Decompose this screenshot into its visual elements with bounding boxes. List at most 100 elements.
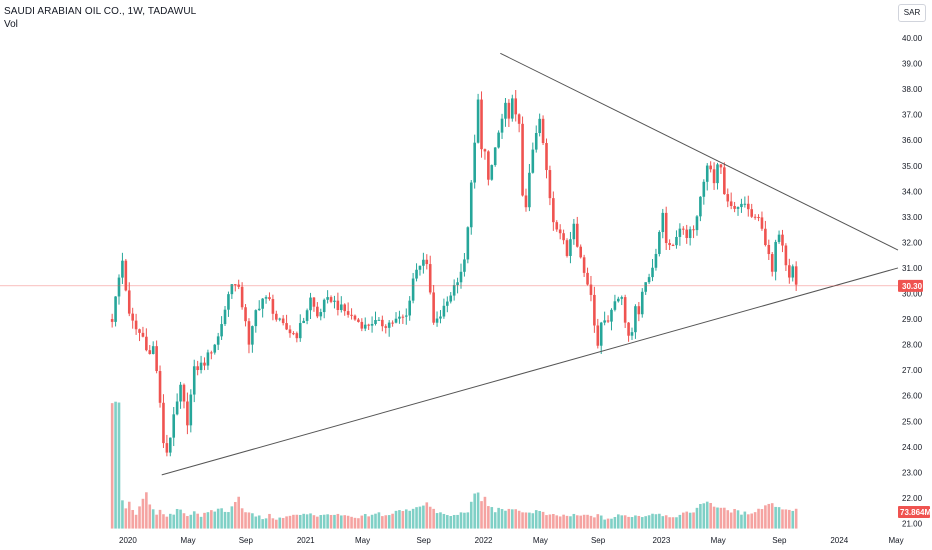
candle-body	[531, 149, 535, 173]
volume-bar	[613, 516, 617, 529]
volume-bar	[469, 501, 473, 529]
candle-body	[610, 309, 613, 322]
volume-bar	[637, 515, 641, 529]
candle-body	[278, 318, 282, 320]
candle-body	[333, 300, 336, 302]
candle-body	[774, 241, 777, 272]
candle-body	[606, 320, 610, 322]
volume-bar	[617, 514, 620, 529]
candle-body	[203, 362, 206, 366]
volume-bar	[661, 516, 665, 529]
candle-body	[753, 216, 757, 218]
candle-body	[435, 318, 439, 323]
candle-body	[411, 278, 415, 301]
candle-body	[558, 229, 562, 234]
candle-body	[640, 291, 644, 315]
candle-body	[709, 165, 712, 170]
time-axis: 2020 May Sep 2021 May Sep 2022 May Sep 2023 May Sep…	[119, 536, 904, 545]
volume-bar	[288, 515, 292, 529]
volume-bar	[521, 512, 524, 529]
candle-body	[760, 217, 764, 229]
candle-body	[569, 239, 572, 256]
volume-bar	[449, 516, 453, 529]
candle-body	[671, 245, 675, 247]
volume-bar	[384, 515, 388, 529]
volume-bar	[493, 512, 497, 529]
volume-bar	[189, 514, 193, 529]
volume-bar	[750, 513, 753, 529]
time-tick-label: 2021	[297, 536, 315, 545]
candle-body	[391, 322, 394, 324]
volume-bar	[387, 515, 391, 529]
volume-bar	[240, 508, 244, 529]
currency-button[interactable]: SAR	[898, 4, 926, 22]
time-tick-label: Sep	[772, 536, 787, 545]
volume-bar	[295, 514, 299, 529]
candle-body	[439, 316, 442, 319]
candle-body	[623, 297, 627, 323]
candle-body	[627, 322, 630, 336]
volume-badge	[898, 506, 930, 518]
candle-body	[343, 304, 347, 312]
price-tick-label: 27.00	[902, 366, 923, 375]
candle-body	[493, 147, 497, 166]
price-tick-label: 30.00	[902, 290, 923, 299]
volume-bar	[275, 519, 278, 529]
volume-bar	[446, 515, 449, 529]
volume-bar	[186, 516, 189, 529]
volume-bar	[309, 513, 312, 529]
volume-bar	[644, 516, 647, 529]
volume-bar	[206, 512, 210, 529]
volume-bar	[764, 505, 767, 529]
volume-bar	[196, 513, 199, 529]
price-tick-label: 32.00	[902, 238, 923, 247]
volume-bar	[682, 512, 685, 529]
volume-bar	[531, 513, 535, 529]
volume-bars	[110, 401, 798, 529]
candle-body	[692, 229, 695, 231]
volume-bar	[534, 510, 538, 529]
candle-body	[750, 209, 753, 217]
candle-body	[169, 437, 172, 453]
volume-bar	[788, 509, 791, 529]
candle-body	[497, 132, 500, 148]
candle-body	[264, 297, 268, 299]
candle-body	[534, 133, 538, 150]
volume-bar	[545, 515, 548, 529]
candle-body	[572, 223, 576, 240]
candle-body	[702, 181, 706, 197]
volume-bar	[623, 515, 627, 529]
volume-bar	[452, 514, 456, 529]
candle-body	[244, 307, 247, 322]
candle-body	[322, 299, 326, 313]
volume-bar	[363, 513, 367, 529]
volume-bar	[658, 513, 661, 529]
candle-body	[182, 384, 186, 402]
ascending-trendline	[161, 267, 899, 476]
volume-bar	[668, 517, 671, 529]
candle-body	[521, 123, 524, 196]
volume-bar	[374, 513, 377, 529]
candle-body	[620, 297, 624, 299]
candle-body	[340, 304, 343, 311]
volume-bar	[736, 510, 740, 529]
candle-body	[685, 229, 689, 238]
volume-bar	[589, 515, 593, 529]
volume-bar	[555, 515, 559, 529]
price-tick-label: 36.00	[902, 136, 923, 145]
candle-body	[565, 240, 569, 256]
candle-body	[408, 300, 411, 316]
volume-bar	[548, 514, 552, 529]
volume-bar	[247, 512, 251, 529]
candle-body	[705, 165, 709, 182]
candle-body	[206, 352, 210, 366]
candle-body	[538, 118, 541, 134]
volume-bar	[552, 514, 555, 529]
candle-body	[316, 306, 319, 317]
candle-body	[469, 182, 473, 228]
volume-bar	[500, 509, 504, 529]
candle-body	[319, 312, 323, 317]
candle-body	[593, 294, 596, 326]
volume-bar	[678, 514, 682, 529]
